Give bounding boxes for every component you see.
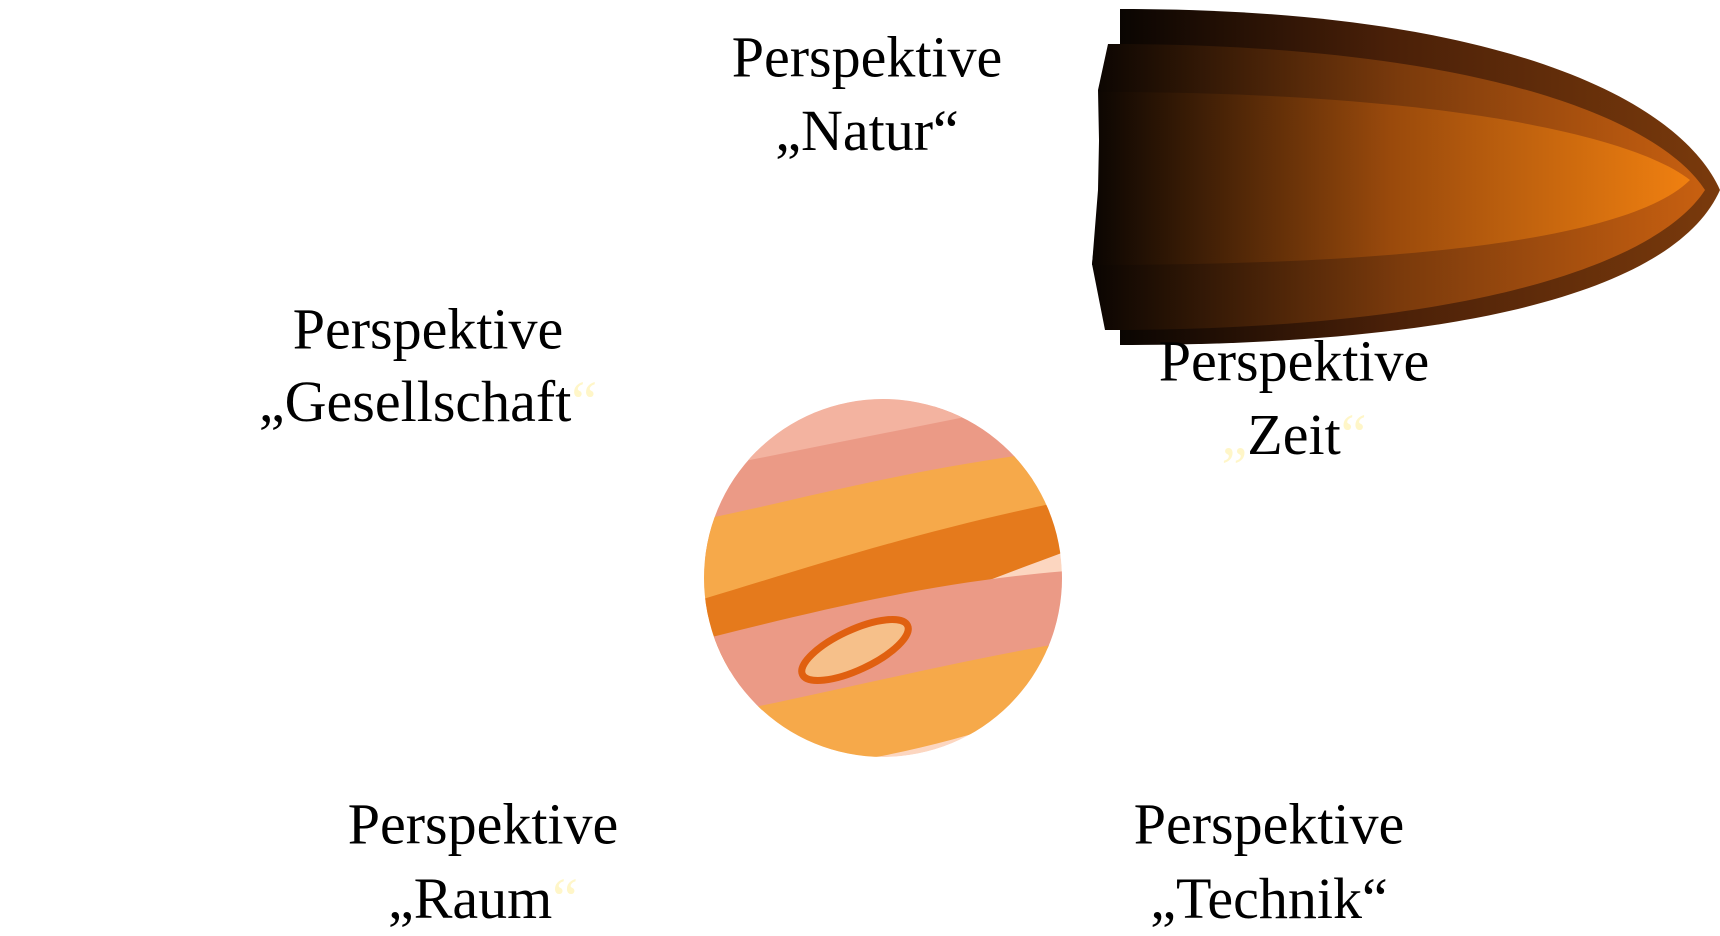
label-close: “ — [571, 369, 597, 434]
label-name: Technik — [1176, 866, 1362, 931]
label-close: “ — [552, 866, 578, 931]
label-close: “ — [933, 98, 959, 163]
label-line1: Perspektive — [1159, 328, 1430, 393]
label-line1: Perspektive — [732, 24, 1003, 89]
label-open: „ — [388, 866, 414, 931]
label-line2: „Technik“ — [1150, 866, 1387, 931]
label-line2: „Natur“ — [775, 98, 959, 163]
slide: Perspektive„Natur“Perspektive„Gesellscha… — [0, 0, 1720, 936]
label-open: „ — [1222, 402, 1248, 467]
perspective-label: Perspektive„Gesellschaft“ — [259, 296, 597, 434]
label-line2: „Raum“ — [388, 866, 578, 931]
label-close: “ — [1341, 402, 1367, 467]
perspective-label: Perspektive „Natur“ — [732, 24, 1003, 163]
perspective-label: Perspektive „Technik“ — [1134, 791, 1405, 931]
label-name: Natur — [801, 98, 933, 163]
label-open: „ — [1150, 866, 1176, 931]
perspective-label: Perspektive „Raum“ — [348, 791, 619, 931]
label-line2: „Gesellschaft“ — [259, 369, 597, 434]
perspective-label: Perspektive „Zeit“ — [1159, 328, 1430, 467]
label-name: Raum — [414, 866, 553, 931]
label-close: “ — [1362, 866, 1388, 931]
label-line1: Perspektive — [293, 296, 564, 361]
label-open: „ — [775, 98, 801, 163]
label-line1: Perspektive — [348, 791, 619, 856]
label-open: „ — [259, 369, 285, 434]
label-name: Zeit — [1247, 402, 1340, 467]
label-line2: „Zeit“ — [1222, 402, 1367, 467]
label-line1: Perspektive — [1134, 791, 1405, 856]
planet — [700, 380, 1080, 770]
label-name: Gesellschaft — [285, 369, 572, 434]
